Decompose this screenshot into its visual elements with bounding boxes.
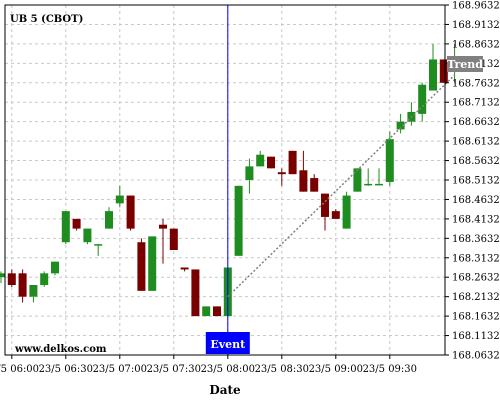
candle-body bbox=[159, 224, 167, 229]
trend-label-box bbox=[447, 56, 483, 72]
candle-body bbox=[288, 150, 297, 175]
x-tick-label: 23/5 06:00 bbox=[0, 364, 39, 375]
candle-body bbox=[331, 211, 340, 219]
candle-body bbox=[353, 168, 362, 192]
candle-body bbox=[213, 306, 221, 317]
candle-body bbox=[40, 273, 49, 285]
y-tick-label: 168.7132 bbox=[452, 98, 500, 109]
x-tick-label: 23/5 06:30 bbox=[39, 364, 93, 375]
candle-body bbox=[429, 59, 437, 91]
y-tick-label: 168.2632 bbox=[452, 273, 500, 284]
x-tick-label: 23/5 08:00 bbox=[201, 364, 255, 375]
x-axis-title: Date bbox=[209, 383, 241, 397]
candle-body bbox=[180, 267, 189, 270]
candle-body bbox=[321, 193, 329, 217]
y-tick-label: 168.0632 bbox=[452, 351, 500, 362]
y-tick-label: 168.6632 bbox=[452, 117, 500, 128]
candle-body bbox=[0, 273, 5, 278]
trend-label: Trend bbox=[447, 58, 483, 71]
candle-body bbox=[267, 156, 275, 169]
candle-body bbox=[245, 166, 254, 180]
watermark: www.delkos.com bbox=[14, 344, 107, 355]
event-label: Event bbox=[210, 338, 246, 351]
candle-body bbox=[396, 121, 405, 130]
candle-body bbox=[385, 139, 394, 182]
candle-body bbox=[310, 178, 319, 192]
candle-body bbox=[126, 195, 135, 229]
candle-body bbox=[256, 154, 265, 167]
y-tick-label: 168.7632 bbox=[452, 78, 500, 89]
candle-body bbox=[51, 261, 59, 274]
y-tick-label: 168.1132 bbox=[452, 331, 500, 342]
candle-body bbox=[439, 59, 448, 83]
candle-body bbox=[94, 244, 103, 246]
x-tick-label: 23/5 07:30 bbox=[147, 364, 201, 375]
y-axis: 168.9632168.9132168.8632168.8132168.7632… bbox=[445, 1, 500, 362]
candle-body bbox=[277, 172, 286, 175]
candle-body bbox=[169, 228, 178, 250]
x-tick-label: 23/5 07:00 bbox=[93, 364, 147, 375]
candle-body bbox=[61, 211, 70, 243]
candle-body bbox=[105, 211, 113, 229]
y-tick-label: 168.6132 bbox=[452, 137, 500, 148]
y-tick-label: 168.8632 bbox=[452, 39, 500, 50]
candle-body bbox=[202, 306, 211, 317]
candle-body bbox=[342, 195, 351, 229]
y-tick-label: 168.3132 bbox=[452, 253, 500, 264]
candle-body bbox=[299, 170, 308, 192]
candle-body bbox=[7, 273, 16, 285]
candle-body bbox=[364, 183, 373, 186]
candle-body bbox=[148, 236, 157, 291]
y-tick-label: 168.4632 bbox=[452, 195, 500, 206]
trend-line bbox=[227, 74, 456, 298]
y-tick-label: 168.5632 bbox=[452, 156, 500, 167]
candle-body bbox=[418, 84, 427, 114]
y-tick-label: 168.9132 bbox=[452, 20, 500, 31]
event-label-box bbox=[205, 332, 250, 354]
candle-body bbox=[83, 228, 92, 243]
candle-body bbox=[18, 273, 27, 297]
candle-body bbox=[375, 183, 383, 186]
y-tick-label: 168.3632 bbox=[452, 234, 500, 245]
chart-title: UB 5 (CBOT) bbox=[10, 14, 83, 25]
y-tick-label: 168.1632 bbox=[452, 312, 500, 323]
y-tick-label: 168.4132 bbox=[452, 214, 500, 225]
candle-body bbox=[191, 269, 200, 317]
candle-body bbox=[137, 242, 146, 291]
x-tick-label: 23/5 09:30 bbox=[363, 364, 417, 375]
y-tick-label: 168.9632 bbox=[452, 1, 500, 12]
candle-body bbox=[72, 218, 81, 229]
candle-body bbox=[29, 285, 38, 297]
y-tick-label: 168.2132 bbox=[452, 292, 500, 303]
y-tick-label: 168.5132 bbox=[452, 176, 500, 187]
x-tick-label: 23/5 09:00 bbox=[309, 364, 363, 375]
x-tick-label: 23/5 08:30 bbox=[255, 364, 309, 375]
candle-body bbox=[115, 195, 124, 204]
candle-body bbox=[234, 185, 243, 256]
